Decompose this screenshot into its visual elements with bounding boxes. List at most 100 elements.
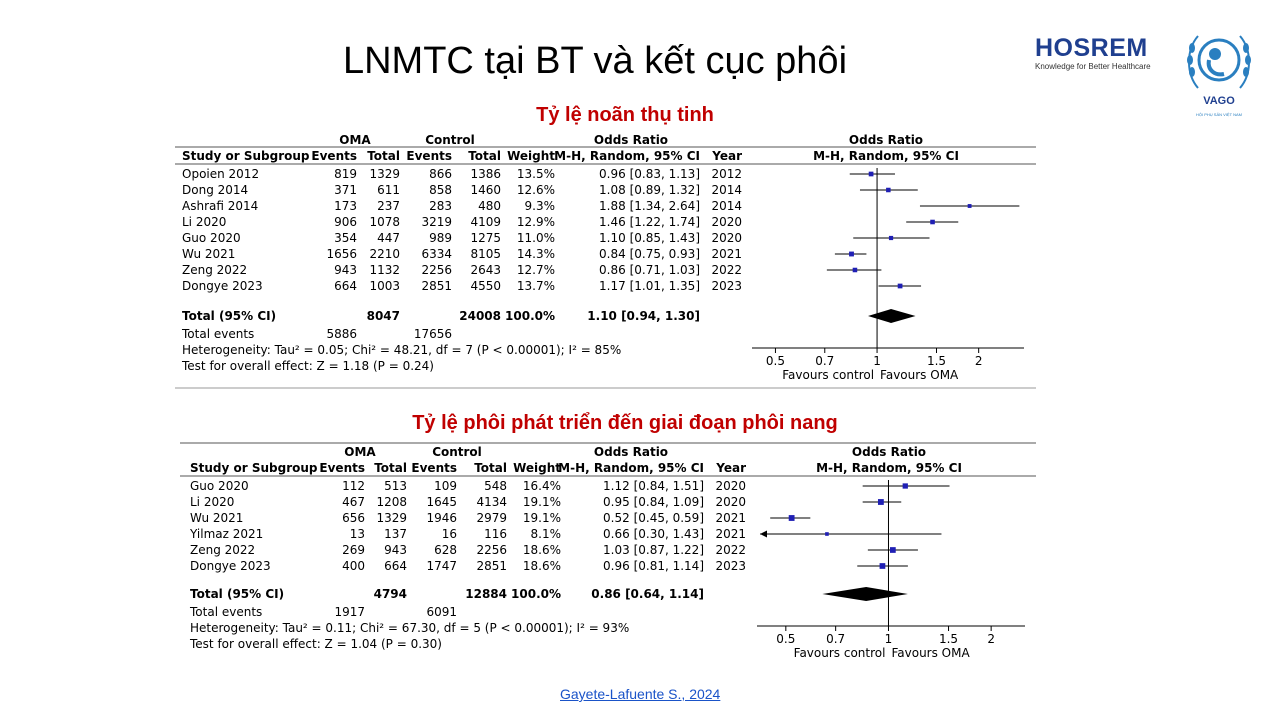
hosrem-logo: HOSREM Knowledge for Better Healthcare	[1035, 34, 1170, 71]
study-point-estimate	[868, 171, 874, 177]
header-weight: Weight	[513, 461, 561, 475]
study-total-oma: 237	[377, 199, 400, 213]
study-total-oma: 513	[384, 479, 407, 493]
study-total-control: 2256	[476, 543, 507, 557]
study-total-oma: 1329	[376, 511, 407, 525]
study-year: 2020	[711, 215, 742, 229]
header-plot-method: M-H, Random, 95% CI	[813, 149, 959, 163]
header-events-control: Events	[411, 461, 457, 475]
study-weight: 14.3%	[517, 247, 555, 261]
study-odds-ratio-ci: 1.17 [1.01, 1.35]	[599, 279, 700, 293]
study-events-oma: 13	[350, 527, 365, 541]
total-n-control: 24008	[459, 309, 501, 323]
study-total-oma: 2210	[369, 247, 400, 261]
study-name: Opoien 2012	[182, 167, 259, 181]
study-total-control: 2643	[470, 263, 501, 277]
total-events-control: 17656	[414, 327, 452, 341]
citation-link[interactable]: Gayete-Lafuente S., 2024	[560, 686, 721, 702]
header-total-control: Total	[474, 461, 507, 475]
total-weight: 100.0%	[505, 309, 555, 323]
study-year: 2014	[711, 183, 742, 197]
x-axis-tick-label: 0.7	[826, 632, 845, 646]
study-name: Dongye 2023	[182, 279, 263, 293]
x-axis-tick-label: 1	[873, 354, 881, 368]
study-year: 2020	[715, 495, 746, 509]
study-total-control: 4109	[470, 215, 501, 229]
x-axis-tick-label: 0.7	[815, 354, 834, 368]
study-odds-ratio-ci: 1.46 [1.22, 1.74]	[599, 215, 700, 229]
study-odds-ratio-ci: 1.88 [1.34, 2.64]	[599, 199, 700, 213]
study-name: Wu 2021	[182, 247, 235, 261]
header-odds-ratio: Odds Ratio	[594, 133, 668, 147]
study-point-estimate	[825, 532, 829, 536]
study-point-estimate	[879, 563, 886, 569]
study-total-control: 8105	[470, 247, 501, 261]
study-point-estimate	[852, 267, 858, 273]
study-name: Zeng 2022	[190, 543, 255, 557]
study-events-control: 866	[429, 167, 452, 181]
header-method: M-H, Random, 95% CI	[554, 149, 700, 163]
study-point-estimate	[930, 219, 935, 225]
study-odds-ratio-ci: 0.86 [0.71, 1.03]	[599, 263, 700, 277]
heterogeneity-stats: Heterogeneity: Tau² = 0.11; Chi² = 67.30…	[190, 621, 629, 635]
study-events-oma: 112	[342, 479, 365, 493]
study-total-oma: 137	[384, 527, 407, 541]
study-events-control: 16	[442, 527, 457, 541]
study-events-oma: 906	[334, 215, 357, 229]
study-events-control: 1747	[426, 559, 457, 573]
pooled-estimate-diamond	[822, 587, 908, 601]
study-events-control: 2256	[421, 263, 452, 277]
study-total-oma: 1132	[369, 263, 400, 277]
vago-logo: VAGO HỘI PHỤ SẢN VIỆT NAM	[1184, 26, 1254, 117]
study-year: 2020	[715, 479, 746, 493]
study-odds-ratio-ci: 0.96 [0.81, 1.14]	[603, 559, 704, 573]
study-odds-ratio-ci: 0.84 [0.75, 0.93]	[599, 247, 700, 261]
ci-truncated-arrow	[760, 530, 767, 538]
total-events-label: Total events	[181, 327, 254, 341]
study-weight: 19.1%	[523, 511, 561, 525]
study-weight: 16.4%	[523, 479, 561, 493]
heterogeneity-stats: Heterogeneity: Tau² = 0.05; Chi² = 48.21…	[182, 343, 621, 357]
study-events-oma: 173	[334, 199, 357, 213]
favours-oma-label: Favours OMA	[891, 646, 970, 660]
header-study: Study or Subgroup	[182, 149, 310, 163]
study-total-control: 4134	[476, 495, 507, 509]
study-events-oma: 943	[334, 263, 357, 277]
header-total-oma: Total	[367, 149, 400, 163]
study-total-control: 548	[484, 479, 507, 493]
study-weight: 18.6%	[523, 559, 561, 573]
study-name: Yilmaz 2021	[189, 527, 263, 541]
total-events-oma: 5886	[326, 327, 357, 341]
study-weight: 12.7%	[517, 263, 555, 277]
study-point-estimate	[888, 235, 894, 241]
study-year: 2023	[715, 559, 746, 573]
study-total-oma: 664	[384, 559, 407, 573]
study-total-oma: 1003	[369, 279, 400, 293]
vago-logo-subtitle: HỘI PHỤ SẢN VIỆT NAM	[1196, 112, 1242, 117]
study-weight: 9.3%	[525, 199, 556, 213]
total-n-oma: 8047	[367, 309, 400, 323]
favours-control-label: Favours control	[794, 646, 886, 660]
study-total-oma: 447	[377, 231, 400, 245]
study-events-oma: 354	[334, 231, 357, 245]
study-events-control: 1645	[426, 495, 457, 509]
forest1-title: Tỷ lệ noãn thụ tinh	[536, 104, 714, 126]
favours-oma-label: Favours OMA	[880, 368, 959, 382]
study-total-oma: 1078	[369, 215, 400, 229]
study-point-estimate	[877, 499, 884, 505]
study-events-oma: 819	[334, 167, 357, 181]
study-total-oma: 1208	[376, 495, 407, 509]
study-total-control: 1386	[470, 167, 501, 181]
study-year: 2012	[711, 167, 742, 181]
study-point-estimate	[886, 187, 891, 193]
x-axis-tick-label: 1.5	[939, 632, 958, 646]
header-total-control: Total	[468, 149, 501, 163]
study-events-control: 1946	[426, 511, 457, 525]
study-odds-ratio-ci: 1.12 [0.84, 1.51]	[603, 479, 704, 493]
study-events-control: 858	[429, 183, 452, 197]
pooled-estimate-diamond	[867, 309, 916, 323]
overall-effect-test: Test for overall effect: Z = 1.04 (P = 0…	[189, 637, 442, 651]
study-events-control: 2851	[421, 279, 452, 293]
